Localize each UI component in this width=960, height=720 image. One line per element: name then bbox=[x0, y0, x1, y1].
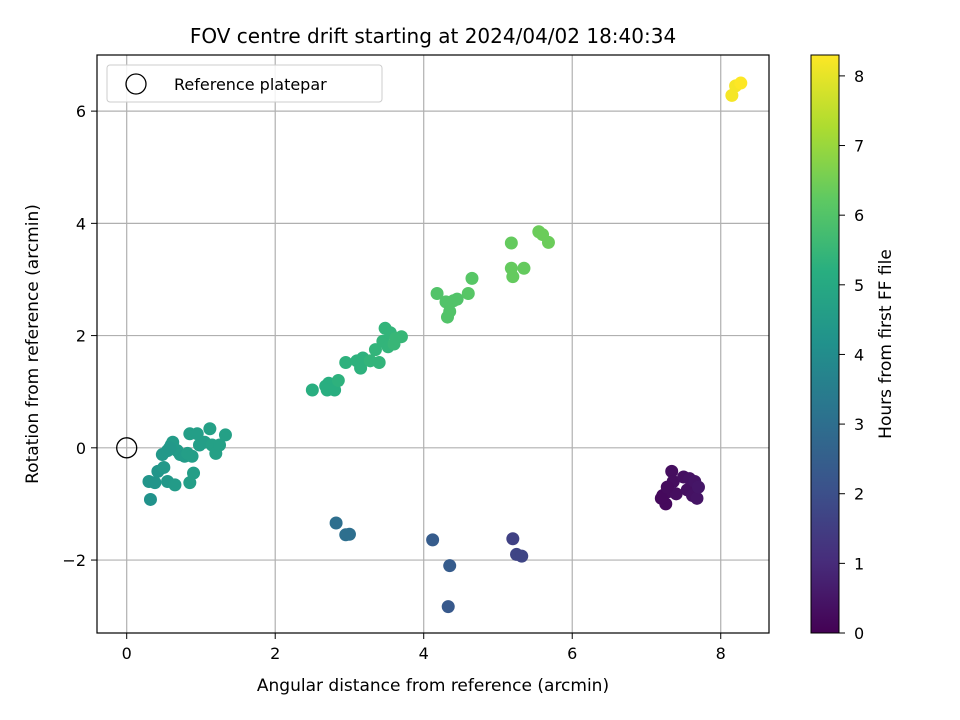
chart-title: FOV centre drift starting at 2024/04/02 … bbox=[190, 24, 676, 48]
colorbar-label: Hours from first FF file bbox=[876, 249, 896, 439]
data-point bbox=[691, 480, 705, 494]
data-point bbox=[461, 286, 475, 300]
data-point bbox=[213, 438, 227, 452]
colorbar-tick-label: 4 bbox=[854, 345, 864, 364]
data-point bbox=[163, 441, 177, 455]
data-point bbox=[368, 343, 382, 357]
legend-box bbox=[106, 64, 383, 103]
x-axis-label: Angular distance from reference (arcmin) bbox=[257, 676, 609, 696]
data-point bbox=[372, 356, 386, 370]
data-point bbox=[504, 236, 518, 250]
colorbar-tick-label: 8 bbox=[854, 67, 864, 86]
data-point bbox=[168, 478, 182, 492]
data-point bbox=[450, 292, 464, 306]
colorbar-tick-label: 1 bbox=[854, 554, 864, 573]
data-point bbox=[339, 356, 353, 370]
data-point bbox=[541, 235, 555, 249]
data-point bbox=[183, 476, 197, 490]
data-point bbox=[203, 422, 217, 436]
data-point bbox=[157, 460, 171, 474]
y-tick-label: 0 bbox=[76, 439, 86, 458]
colorbar-tick-label: 5 bbox=[854, 276, 864, 295]
x-axis-ticks: 0 2 4 6 8 bbox=[122, 633, 726, 663]
data-point bbox=[690, 491, 704, 505]
data-point bbox=[669, 487, 683, 501]
y-tick-label: 2 bbox=[76, 327, 86, 346]
data-point bbox=[734, 76, 748, 90]
colorbar-frame bbox=[810, 54, 840, 634]
y-tick-label: −2 bbox=[62, 551, 86, 570]
y-axis-ticks: −2 0 2 4 6 bbox=[62, 102, 97, 570]
data-point bbox=[190, 427, 204, 441]
y-axis-label: Rotation from reference (arcmin) bbox=[23, 204, 43, 484]
data-point bbox=[665, 464, 679, 478]
data-point bbox=[506, 270, 520, 284]
colorbar-gradient bbox=[811, 55, 839, 633]
data-point bbox=[517, 261, 531, 275]
data-point bbox=[329, 516, 343, 530]
data-point bbox=[430, 286, 444, 300]
x-tick-label: 4 bbox=[419, 644, 429, 663]
data-point bbox=[441, 600, 455, 614]
data-point bbox=[354, 361, 368, 375]
reference-marker-layer bbox=[116, 437, 138, 459]
y-tick-label: 6 bbox=[76, 102, 86, 121]
data-point bbox=[394, 330, 408, 344]
x-tick-label: 0 bbox=[122, 644, 132, 663]
plot-frame bbox=[96, 54, 770, 634]
data-point bbox=[331, 373, 345, 387]
y-tick-label: 4 bbox=[76, 214, 86, 233]
data-point bbox=[185, 449, 199, 463]
legend-entry-reference: Reference platepar bbox=[174, 75, 327, 94]
colorbar: 0 1 2 3 4 5 6 7 8 Hours from first FF file bbox=[810, 54, 896, 643]
colorbar-tick-label: 3 bbox=[854, 415, 864, 434]
data-point bbox=[305, 383, 319, 397]
data-point bbox=[515, 549, 529, 563]
data-point bbox=[465, 271, 479, 285]
data-points bbox=[142, 76, 748, 614]
data-point bbox=[506, 532, 520, 546]
data-point bbox=[443, 304, 457, 318]
data-point bbox=[660, 480, 674, 494]
data-point bbox=[143, 492, 157, 506]
data-point bbox=[443, 559, 457, 573]
data-point bbox=[654, 491, 668, 505]
data-point bbox=[342, 527, 356, 541]
x-tick-label: 2 bbox=[270, 644, 280, 663]
legend: Reference platepar bbox=[106, 64, 383, 103]
colorbar-tick-label: 2 bbox=[854, 485, 864, 504]
colorbar-tick-label: 0 bbox=[854, 624, 864, 643]
data-point bbox=[148, 476, 162, 490]
reference-platepar-marker bbox=[116, 437, 138, 459]
colorbar-tick-label: 7 bbox=[854, 137, 864, 156]
legend-marker-icon bbox=[125, 73, 147, 95]
x-tick-label: 8 bbox=[716, 644, 726, 663]
colorbar-ticks: 0 1 2 3 4 5 6 7 8 bbox=[839, 67, 864, 643]
data-point bbox=[218, 428, 232, 442]
colorbar-tick-label: 6 bbox=[854, 206, 864, 225]
x-tick-label: 6 bbox=[567, 644, 577, 663]
data-point bbox=[426, 533, 440, 547]
